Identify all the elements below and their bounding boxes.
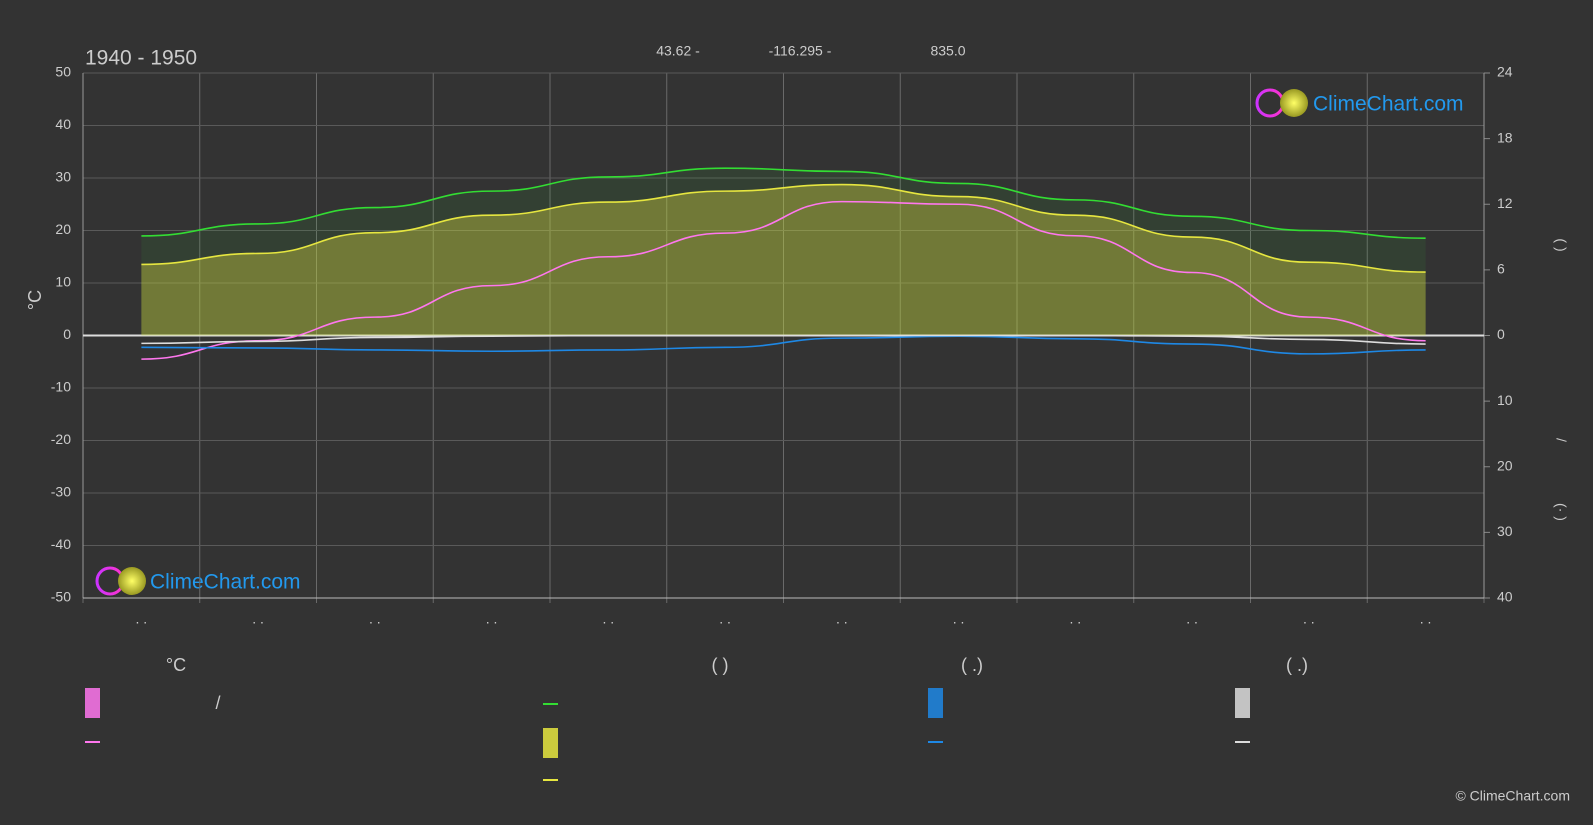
y-tick-label: 0 — [63, 326, 71, 342]
chart-title: 1940 - 1950 — [85, 47, 197, 70]
y-tick-label: 20 — [55, 221, 71, 237]
copyright: © ClimeChart.com — [1455, 788, 1570, 804]
x-tick-label: . . — [1186, 611, 1198, 627]
legend-swatch — [928, 688, 943, 718]
elevation: 835.0 — [930, 43, 965, 59]
longitude: -116.295 - — [769, 43, 832, 59]
x-tick-label: . . — [953, 611, 965, 627]
y-tick-label: 50 — [55, 64, 71, 80]
logo-ring — [1255, 88, 1285, 118]
x-tick-label: . . — [719, 611, 731, 627]
y2-tick-label: 0 — [1497, 326, 1505, 342]
y2-axis-label: / — [1553, 438, 1569, 442]
legend-swatch — [1235, 688, 1250, 718]
y2-tick-label: 12 — [1497, 195, 1513, 211]
plot-grid — [82, 72, 1485, 603]
series-line — [141, 200, 1426, 360]
x-tick-label: . . — [252, 611, 264, 627]
series-line — [141, 334, 1426, 345]
series-line — [141, 167, 1426, 239]
x-tick-label: . . — [836, 611, 848, 627]
legend-header: °C — [166, 655, 186, 675]
logo-sun — [118, 567, 146, 595]
y-tick-label: 30 — [55, 169, 71, 185]
y2-tick-label: 24 — [1497, 64, 1513, 80]
y3-tick-label: 10 — [1497, 392, 1513, 408]
y-tick-label: -50 — [51, 589, 71, 605]
series-line — [141, 335, 1426, 355]
y-tick-label: 40 — [55, 116, 71, 132]
latitude: 43.62 - — [656, 43, 700, 59]
legend-note: / — [215, 693, 220, 713]
y3-axis-label: (· ) — [1553, 503, 1569, 521]
x-tick-label: . . — [136, 611, 148, 627]
y2-tick-label: 18 — [1497, 129, 1513, 145]
legend-swatch — [543, 728, 558, 758]
logo-text: ClimeChart.com — [150, 571, 301, 594]
legend-header: ( .) — [1286, 655, 1308, 675]
x-tick-label: . . — [603, 611, 615, 627]
legend-swatch — [85, 688, 100, 718]
y2-axis-label: ( ) — [1553, 238, 1569, 251]
series-area — [141, 184, 1426, 336]
y-tick-label: -30 — [51, 484, 71, 500]
legend-header: ( .) — [961, 655, 983, 675]
x-tick-label: . . — [369, 611, 381, 627]
logo-sun — [1280, 89, 1308, 117]
logo: ClimeChart.com — [95, 566, 301, 596]
y-tick-label: 10 — [55, 274, 71, 290]
x-tick-label: . . — [1303, 611, 1315, 627]
logo-text: ClimeChart.com — [1313, 93, 1464, 116]
legend-header: ( ) — [712, 655, 729, 675]
y-tick-label: -10 — [51, 379, 71, 395]
logo: ClimeChart.com — [1255, 88, 1464, 118]
series-line — [141, 183, 1426, 273]
y-axis-label: °C — [25, 290, 45, 310]
y3-tick-label: 20 — [1497, 457, 1513, 473]
y3-tick-label: 30 — [1497, 523, 1513, 539]
x-tick-label: . . — [1070, 611, 1082, 627]
y-tick-label: -20 — [51, 431, 71, 447]
y3-tick-label: 40 — [1497, 589, 1513, 605]
x-tick-label: . . — [486, 611, 498, 627]
y2-tick-label: 6 — [1497, 261, 1505, 277]
y-tick-label: -40 — [51, 536, 71, 552]
x-tick-label: . . — [1420, 611, 1432, 627]
series-area — [141, 168, 1426, 336]
